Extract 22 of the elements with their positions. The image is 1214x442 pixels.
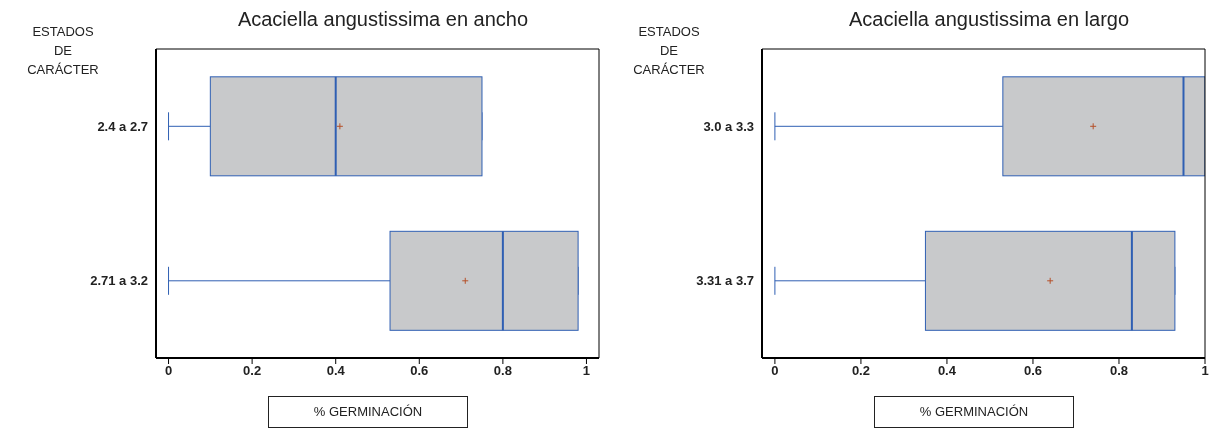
x-tick-label: 1 [1201,363,1209,379]
y-axis-title: ESTADOS DE CARÁCTER [26,23,100,79]
chart-title: Acaciella angustissima en largo [847,8,1131,31]
x-tick-label: 0.4 [937,363,957,379]
y-tick-label: 3.0 a 3.3 [703,118,754,134]
x-tick-label: 0 [164,363,173,379]
y-axis-title: ESTADOS DE CARÁCTER [632,23,706,79]
x-tick-label: 0.6 [1023,363,1042,379]
x-tick-label: 0.8 [493,363,512,379]
x-axis-title: % GERMINACIÓN [268,396,468,428]
x-tick-label: 0.4 [326,363,346,379]
x-axis-title: % GERMINACIÓN [874,396,1074,428]
x-tick-label: 0 [771,363,779,379]
x-tick-label: 0.6 [410,363,429,379]
y-tick-label: 2.71 a 3.2 [90,273,148,289]
x-tick-label: 0.8 [1109,363,1129,379]
y-tick-label: 3.31 a 3.7 [696,273,754,289]
x-tick-label: 0.2 [243,363,262,379]
x-tick-label: 0.2 [851,363,870,379]
x-tick-label: 1 [582,363,591,379]
chart-title: Acaciella angustissima en ancho [236,8,530,31]
y-tick-label: 2.4 a 2.7 [97,118,148,134]
